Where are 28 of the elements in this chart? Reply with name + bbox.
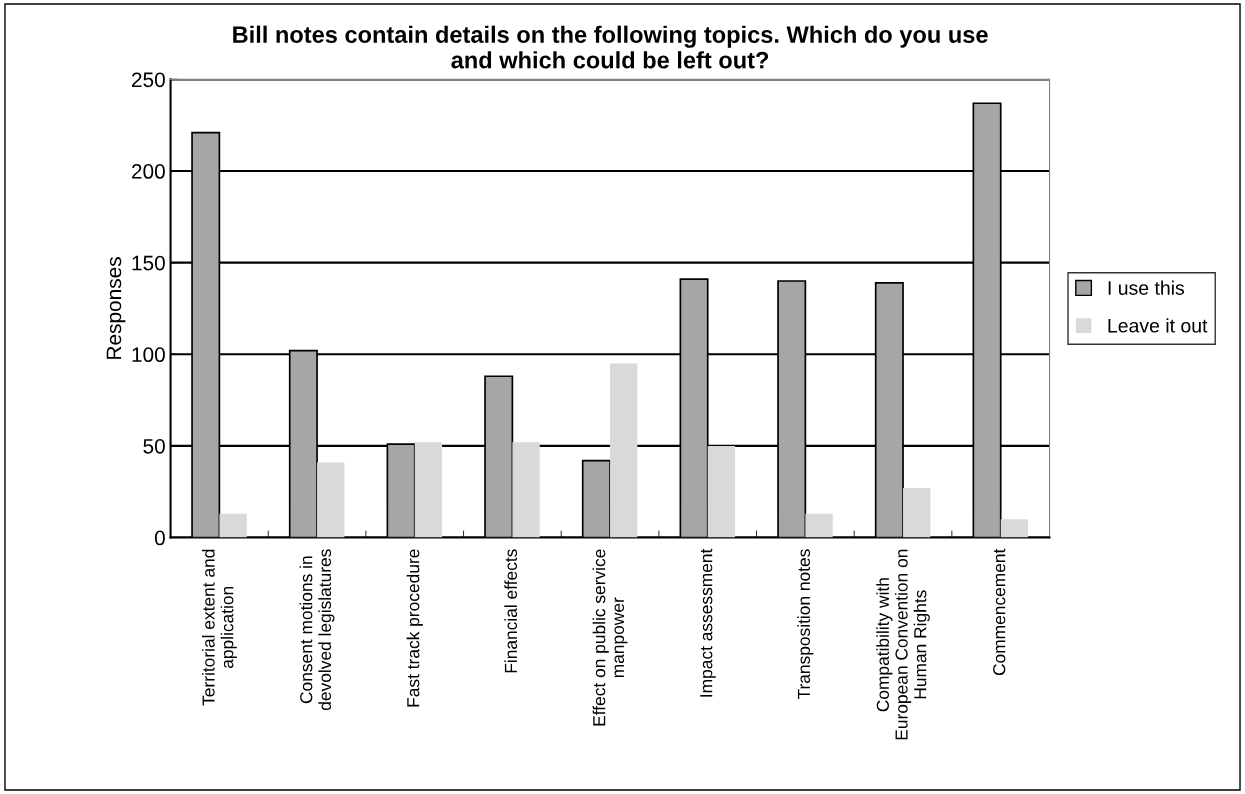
- x-tick-label: Fast track procedure: [406, 549, 423, 707]
- x-tick-label: Impact assessment: [700, 548, 716, 697]
- x-tick-label: Transposition notes: [797, 549, 814, 700]
- bar: [805, 513, 833, 538]
- bar: [707, 445, 736, 538]
- x-tick-label: Effect on public service manpower: [592, 549, 628, 726]
- legend-label: Leave it out: [1108, 318, 1208, 333]
- bar: [512, 442, 540, 538]
- y-tick-label: 150: [132, 255, 165, 271]
- x-tick-label: Consent motions in devolved legislatures: [299, 549, 335, 711]
- x-tick-label: Commencement: [993, 548, 1006, 676]
- bar: [317, 462, 345, 538]
- y-tick-label: 200: [132, 164, 165, 179]
- bar: [610, 363, 638, 538]
- bar: [414, 442, 443, 538]
- y-axis-title: Responses: [106, 257, 126, 359]
- bar: [219, 513, 247, 538]
- legend-label: I use this: [1108, 280, 1185, 295]
- y-tick-label: 50: [143, 438, 165, 454]
- x-tick-label: Territorial extent and application: [201, 549, 237, 706]
- y-tick-label: 0: [154, 530, 165, 546]
- x-tick-label: Financial effects: [504, 549, 518, 673]
- chart-title: Bill notes contain details on the following topics. Which do you use and which could be left out?: [233, 25, 988, 69]
- y-tick-label: 250: [132, 72, 165, 88]
- bar: [1000, 519, 1029, 538]
- y-tick-label: 100: [132, 347, 165, 363]
- bar: [903, 488, 931, 538]
- x-tick-label: Compatibility with European Convention on Human Rights: [876, 549, 930, 740]
